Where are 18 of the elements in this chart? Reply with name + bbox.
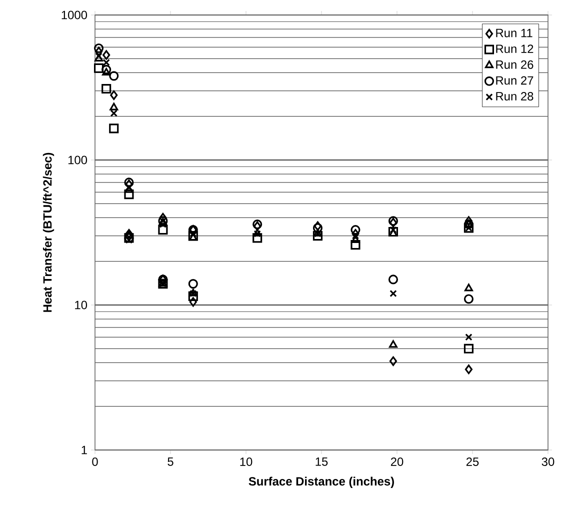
x-tick-label: 10 bbox=[240, 458, 252, 466]
x-tick-label: 5 bbox=[168, 458, 174, 466]
legend-label: Run 26 bbox=[496, 60, 534, 69]
x-tick-label: 20 bbox=[390, 458, 404, 466]
x-tick-label: 30 bbox=[542, 458, 554, 466]
x-tick-label: 0 bbox=[92, 458, 98, 466]
x-tick-label: 15 bbox=[316, 458, 328, 466]
x-axis-title: Surface Distance (inches) bbox=[248, 476, 394, 488]
y-axis-title: Heat Transfer (BTU/ft^2/sec) bbox=[42, 152, 54, 312]
legend-label: Run 11 bbox=[496, 28, 532, 38]
legend-label: Run 27 bbox=[496, 76, 534, 85]
legend-label: Run 12 bbox=[496, 44, 534, 54]
y-tick-label: 1000 bbox=[62, 10, 88, 20]
y-tick-label: 1 bbox=[82, 446, 87, 454]
legend-label: Run 28 bbox=[496, 92, 534, 100]
x-tick-label: 25 bbox=[466, 458, 479, 466]
y-tick-label: 100 bbox=[68, 156, 88, 164]
y-tick-label: 10 bbox=[75, 300, 88, 310]
